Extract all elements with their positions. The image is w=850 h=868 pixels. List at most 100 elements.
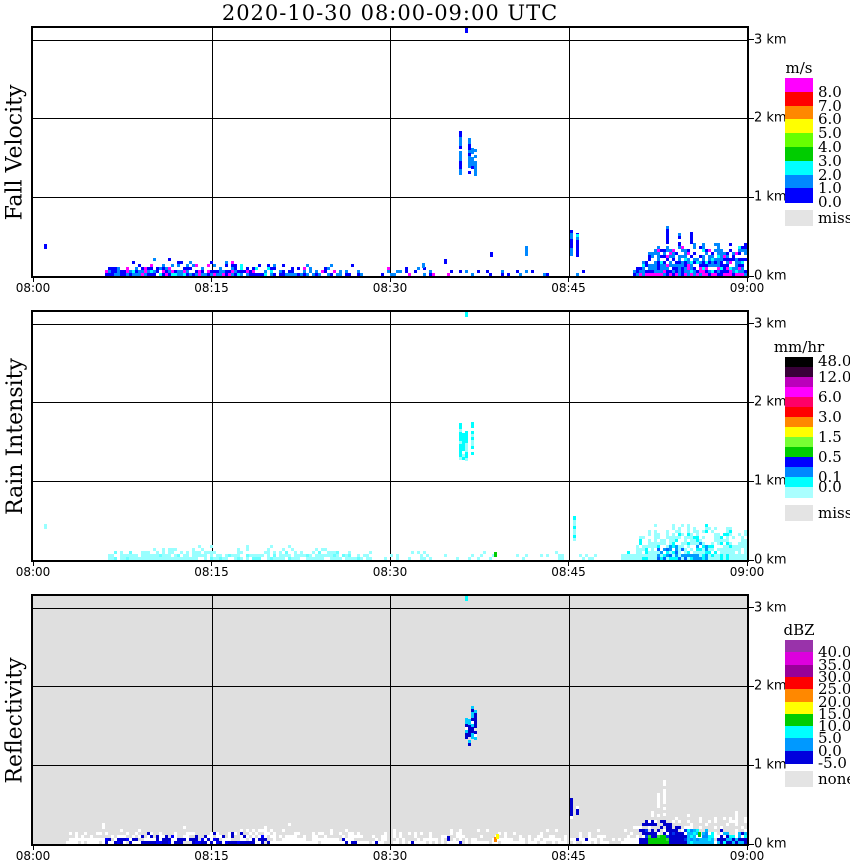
km-label: 1 km — [754, 473, 787, 489]
colorbar-tick-label: 0.0 — [818, 478, 842, 496]
km-label: 2 km — [754, 110, 787, 126]
colorbar-tick-label: 25.0 — [818, 680, 850, 699]
colorbar-segment — [785, 447, 813, 458]
colorbar-segment — [785, 357, 813, 368]
time-tick — [568, 278, 569, 282]
colorbar-segment — [785, 701, 813, 715]
colorbar-tick-label: -5.0 — [818, 754, 847, 772]
colorbar-segment — [785, 417, 813, 428]
colorbar-missing-swatch — [785, 505, 813, 521]
time-tick — [211, 278, 212, 282]
colorbar-missing-label: none — [818, 770, 850, 788]
colorbar-tick-label: 40.0 — [818, 643, 850, 662]
colorbar-tick-label: 12.0 — [818, 368, 850, 386]
colorbar-tick-label: 1.0 — [818, 179, 842, 198]
colorbar-segment — [785, 174, 813, 189]
colorbar-missing-label: miss — [818, 209, 850, 228]
colorbar-segment — [785, 119, 813, 134]
ylabel-rain-intensity: Rain Intensity — [2, 357, 28, 515]
colorbar-tick-label: 3.0 — [818, 408, 842, 426]
time-tick — [211, 846, 212, 850]
colorbar-segment — [785, 397, 813, 408]
time-tick — [389, 562, 391, 566]
time-label: 08:15 — [194, 849, 229, 863]
colorbar-tick-label: 35.0 — [818, 655, 850, 674]
km-label: 2 km — [754, 394, 787, 410]
time-tick — [746, 562, 748, 566]
time-label: 09:00 — [729, 281, 765, 295]
time-label: 08:00 — [15, 281, 51, 295]
colorbar-segment — [785, 105, 813, 120]
ylabel-box-rain-intensity: Rain Intensity — [0, 310, 30, 562]
ylabel-box-fall-velocity: Fall Velocity — [0, 26, 30, 278]
colorbar-segment — [785, 407, 813, 418]
colorbar-segment — [785, 738, 813, 752]
km-tick — [747, 559, 754, 561]
colorbar-tick-label: 6.0 — [818, 388, 842, 406]
colorbar-tick-label: 0.0 — [818, 741, 842, 760]
colorbar-missing-label: miss — [818, 504, 850, 522]
ylabel-fall-velocity: Fall Velocity — [2, 84, 28, 220]
km-label: 2 km — [754, 678, 787, 694]
colorbar-tick-label: 8.0 — [818, 82, 842, 101]
colorbar-segment — [785, 713, 813, 727]
colorbar-tick-label: 10.0 — [818, 717, 850, 736]
colorbar-segment — [785, 467, 813, 478]
time-tick — [746, 846, 748, 850]
time-tick — [568, 846, 569, 850]
km-tick — [747, 607, 754, 609]
data-layer-reflectivity — [33, 596, 747, 844]
time-label: 08:15 — [194, 565, 229, 579]
colorbar-tick-label: 5.0 — [818, 124, 842, 143]
colorbar-tick-label: 4.0 — [818, 138, 842, 156]
km-label: 3 km — [754, 32, 787, 48]
colorbar-missing-swatch — [785, 771, 813, 787]
colorbar-segment — [785, 78, 813, 93]
colorbar-segment — [785, 726, 813, 739]
colorbar-segment — [785, 160, 813, 176]
km-tick — [747, 39, 754, 41]
colorbar-segment — [785, 676, 813, 690]
time-label: 08:45 — [551, 849, 586, 863]
time-label: 08:30 — [372, 281, 408, 295]
time-label: 08:30 — [372, 849, 408, 863]
time-label: 09:00 — [729, 565, 765, 579]
colorbar-segment — [785, 427, 813, 438]
colorbar-segment — [785, 188, 813, 203]
ylabel-reflectivity: Reflectivity — [2, 656, 28, 784]
time-tick — [211, 562, 212, 566]
colorbar-tick-label: 5.0 — [818, 729, 842, 748]
km-tick — [747, 401, 754, 403]
colorbar-tick-label: 0.1 — [818, 468, 842, 486]
km-label: 1 km — [754, 757, 787, 773]
panel-reflectivity — [31, 594, 749, 846]
time-tick — [32, 278, 34, 282]
colorbar-segment — [785, 487, 813, 498]
colorbar-title-reflectivity: dBZ — [783, 621, 815, 639]
colorbar-segment — [785, 457, 813, 468]
colorbar-segment — [785, 652, 813, 666]
colorbar-segment — [785, 477, 813, 488]
colorbar-segment — [785, 750, 813, 764]
km-tick — [747, 196, 754, 198]
km-label: 3 km — [754, 316, 787, 332]
km-label: 1 km — [754, 189, 787, 205]
colorbar-segment — [785, 664, 813, 678]
colorbar-segment — [785, 133, 813, 148]
ylabel-box-reflectivity: Reflectivity — [0, 594, 30, 846]
data-layer-fall-velocity — [33, 28, 747, 276]
colorbar-tick-label: 0.0 — [818, 193, 842, 212]
km-label: 3 km — [754, 600, 787, 616]
colorbar-tick-label: 30.0 — [818, 667, 850, 686]
colorbar-segment — [785, 640, 813, 653]
data-layer-rain-intensity — [33, 312, 747, 560]
colorbar-segment — [785, 437, 813, 448]
colorbar-tick-label: 15.0 — [818, 704, 850, 723]
km-tick — [747, 117, 754, 119]
colorbar-segment — [785, 377, 813, 388]
km-label: 0 km — [754, 552, 787, 568]
colorbar-tick-label: 48.0 — [818, 351, 850, 370]
colorbar-tick-label: 1.5 — [818, 428, 842, 446]
time-label: 08:45 — [551, 565, 586, 579]
